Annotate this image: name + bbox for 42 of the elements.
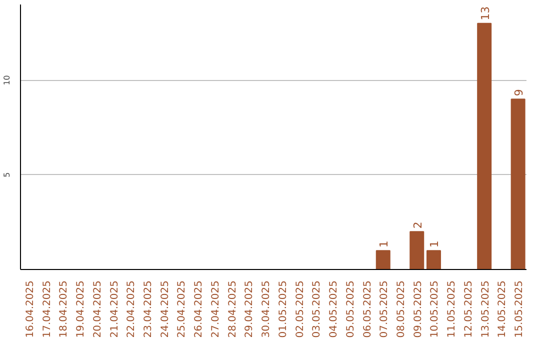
x-tick-label: 11.05.2025 [446, 280, 458, 338]
data-label: 9 [512, 89, 526, 96]
x-tick-label: 08.05.2025 [396, 280, 407, 338]
x-tick-label: 06.05.2025 [362, 280, 374, 338]
x-tick-label: 21.04.2025 [109, 280, 120, 338]
x-tick-label: 03.05.2025 [312, 280, 323, 338]
x-tick-label: 19.04.2025 [76, 280, 87, 338]
x-tick-label: 22.04.2025 [126, 280, 138, 338]
x-tick-label: 04.05.2025 [328, 280, 340, 338]
x-tick-label: 28.04.2025 [227, 280, 238, 338]
bar [376, 250, 390, 270]
y-tick-label: 5 [2, 172, 12, 178]
x-tick-label: 05.05.2025 [345, 280, 356, 338]
data-label: 1 [378, 240, 391, 248]
data-label: 2 [411, 222, 424, 229]
bar [410, 231, 424, 270]
x-tick-label: 09.05.2025 [412, 280, 424, 338]
x-tick-label: 01.05.2025 [278, 280, 289, 338]
x-tick-label: 26.04.2025 [194, 280, 205, 338]
x-tick-label: 14.05.2025 [497, 280, 508, 338]
x-tick-label: 12.05.2025 [463, 280, 474, 338]
x-tick-label: 17.04.2025 [42, 280, 53, 338]
x-tick-label: 24.04.2025 [160, 280, 171, 338]
x-tick-label: 23.04.2025 [143, 280, 154, 338]
x-tick-label: 07.05.2025 [379, 280, 390, 338]
x-tick-label: 25.04.2025 [176, 280, 188, 338]
x-tick-label: 18.04.2025 [58, 280, 70, 338]
x-tick-label: 13.05.2025 [480, 280, 492, 338]
x-tick-label: 16.04.2025 [24, 280, 36, 338]
y-tick-label: 10 [2, 75, 12, 86]
x-tick-label: 27.04.2025 [210, 280, 222, 338]
x-tick-label: 29.04.2025 [244, 280, 256, 338]
x-tick-label: 15.05.2025 [514, 280, 526, 338]
bar [426, 250, 441, 270]
x-tick-label: 30.04.2025 [261, 280, 272, 338]
x-tick-label: 20.04.2025 [92, 280, 104, 338]
bar [510, 98, 526, 270]
data-label: 13 [478, 6, 492, 20]
x-tick-label: 10.05.2025 [430, 280, 441, 338]
bar [477, 22, 492, 270]
x-tick-label: 02.05.2025 [294, 280, 306, 338]
data-label: 1 [428, 240, 442, 248]
